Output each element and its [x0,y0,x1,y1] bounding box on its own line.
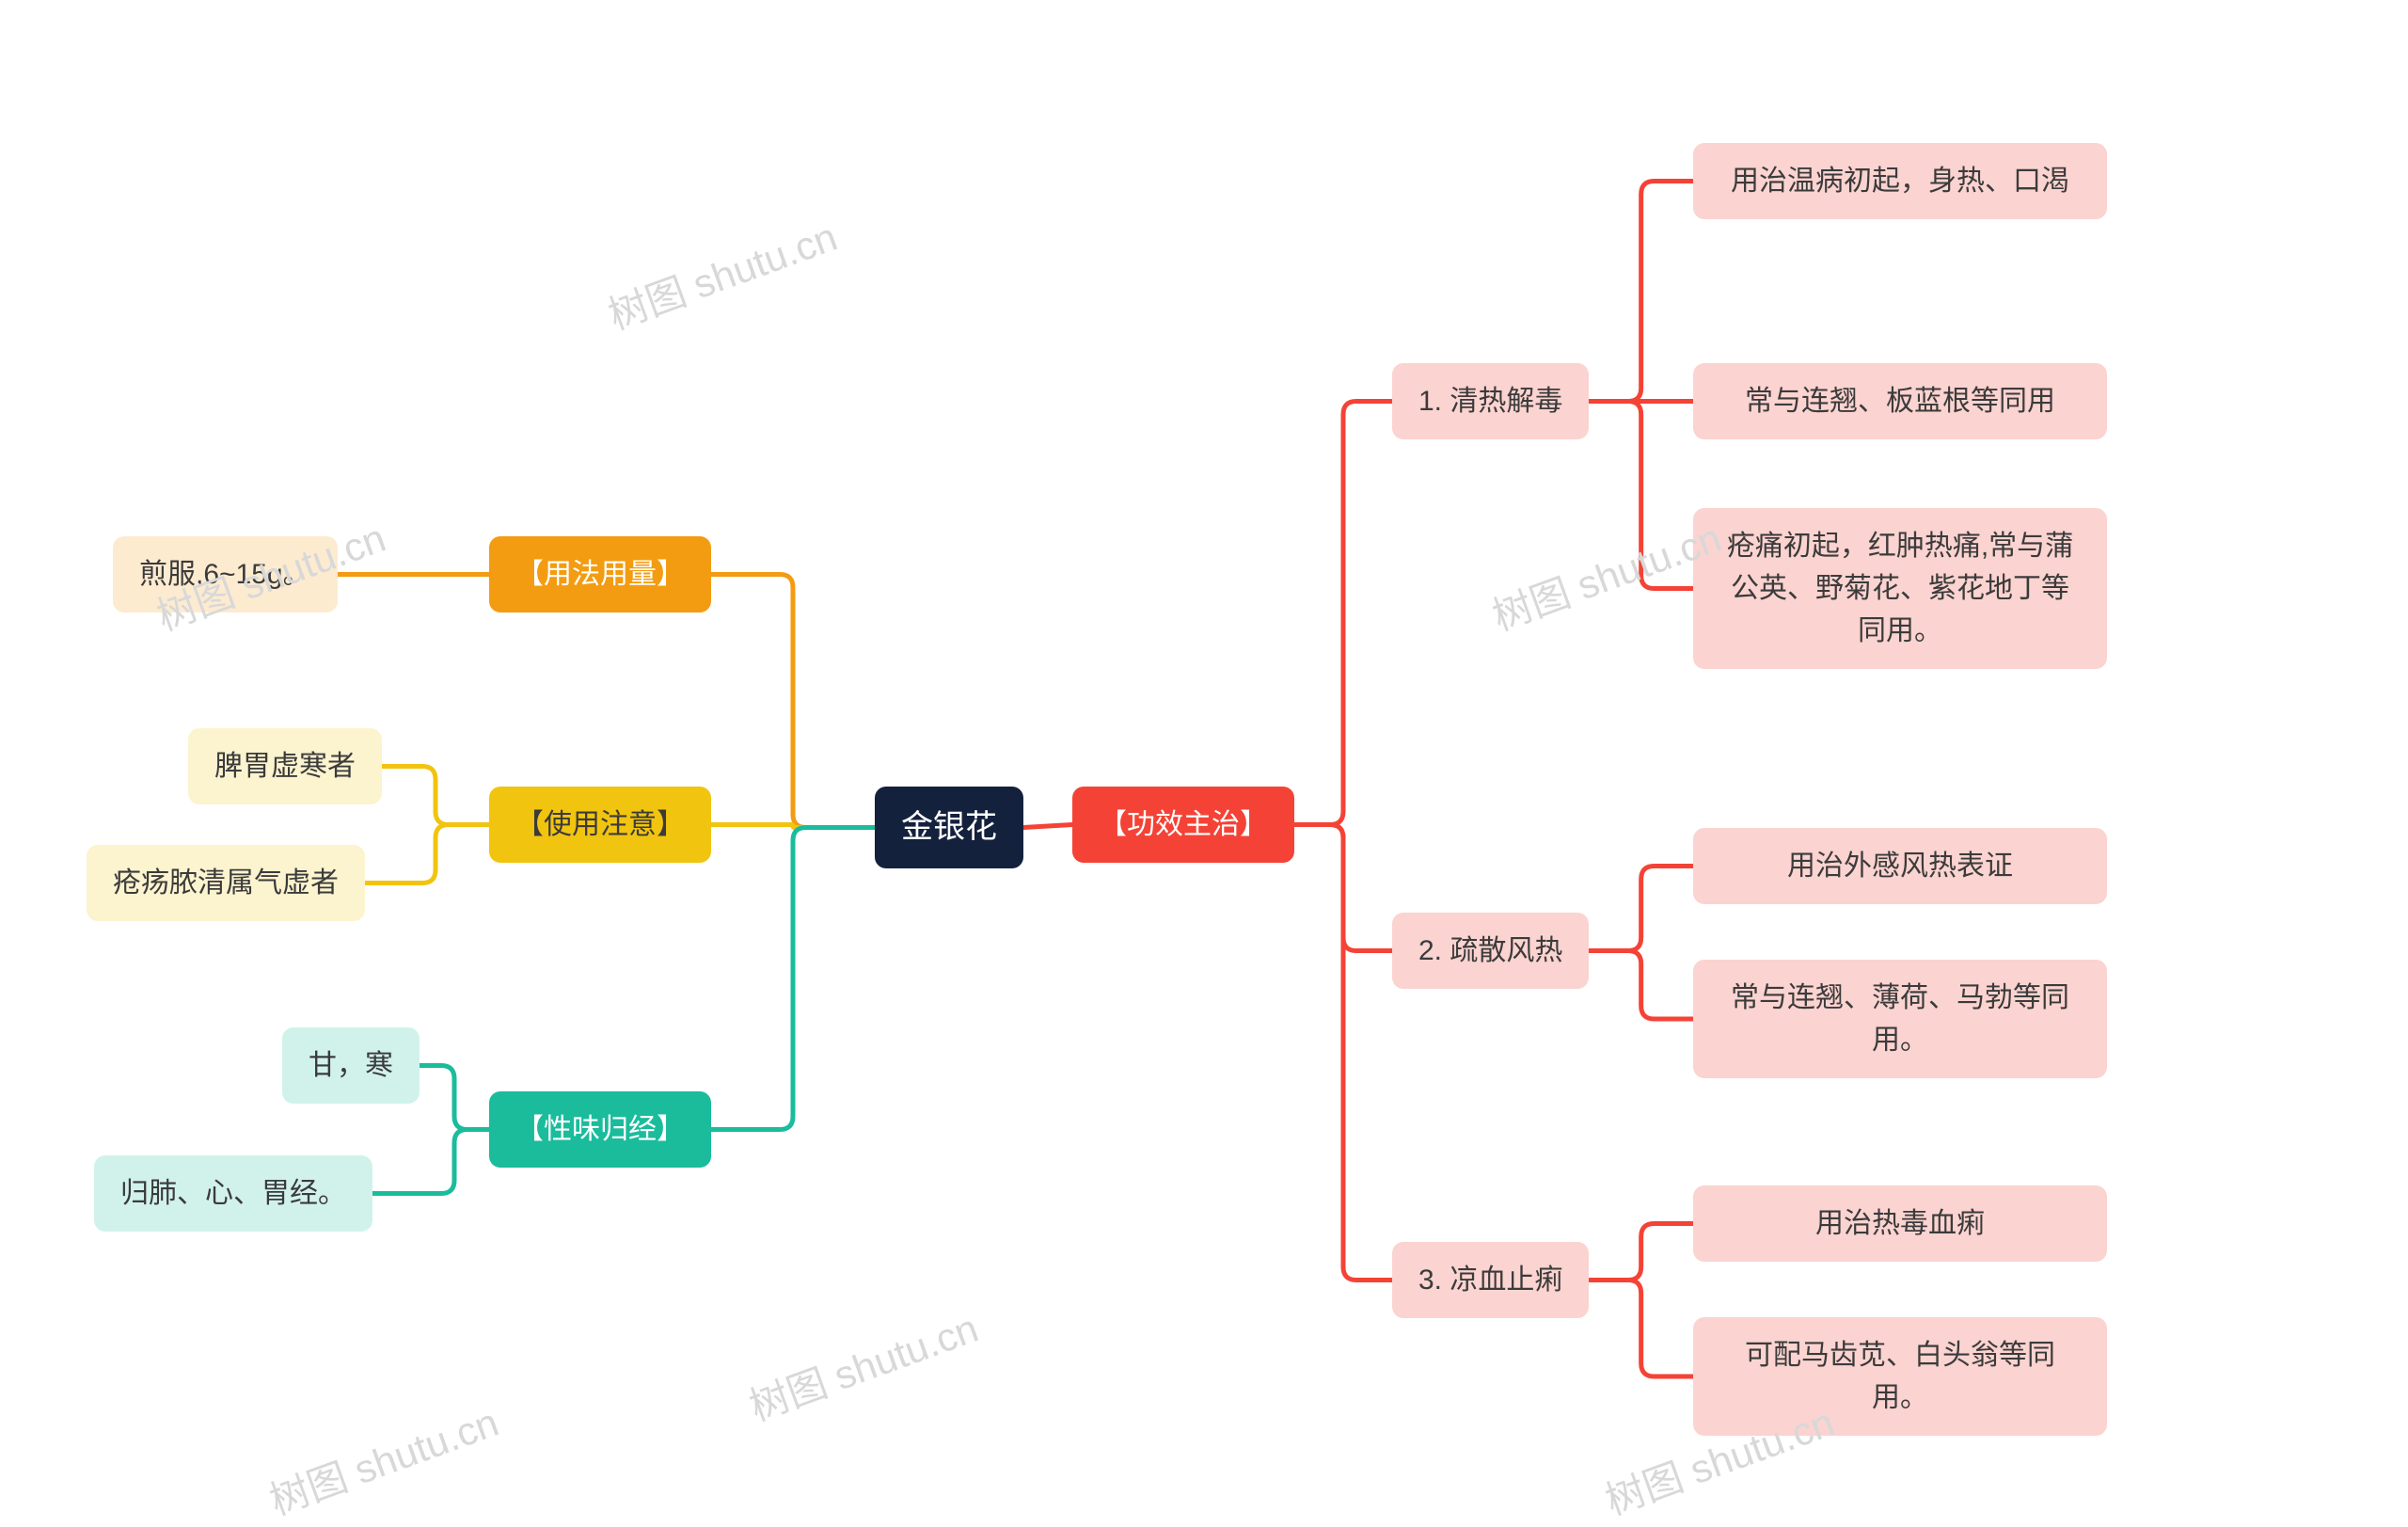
leaf-r-1-0: 用治外感风热表证 [1693,828,2107,904]
leaf-r-0-0: 用治温病初起，身热、口渴 [1693,143,2107,219]
leaf-l-0-0: 煎服,6~15g。 [113,536,338,612]
leaf-r-2-1: 可配马齿苋、白头翁等同用。 [1693,1317,2107,1436]
leaf-l-2-1: 归肺、心、胃经。 [94,1155,372,1232]
root-node: 金银花 [875,787,1023,868]
leaf-r-1-1: 常与连翘、薄荷、马勃等同用。 [1693,960,2107,1078]
leaf-r-0-1: 常与连翘、板蓝根等同用 [1693,363,2107,439]
watermark: 树图 shutu.cn [261,1391,505,1526]
watermark: 树图 shutu.cn [1483,506,1728,642]
watermark: 树图 shutu.cn [740,1296,985,1432]
leaf-l-1-0: 脾胃虚寒者 [188,728,382,804]
sub-clear-heat: 1. 清热解毒 [1392,363,1589,439]
branch-nature: 【性味归经】 [489,1091,711,1168]
sub-dispel-wind: 2. 疏散风热 [1392,913,1589,989]
leaf-r-2-0: 用治热毒血痢 [1693,1185,2107,1262]
leaf-r-0-2: 疮痛初起，红肿热痛,常与蒲 公英、野菊花、紫花地丁等同用。 [1693,508,2107,669]
branch-functions: 【功效主治】 [1072,787,1294,863]
branch-caution: 【使用注意】 [489,787,711,863]
watermark: 树图 shutu.cn [599,205,844,341]
sub-cool-blood: 3. 凉血止痢 [1392,1242,1589,1318]
leaf-l-1-1: 疮疡脓清属气虚者 [87,845,365,921]
branch-dosage: 【用法用量】 [489,536,711,612]
leaf-l-2-0: 甘，寒 [282,1027,420,1104]
